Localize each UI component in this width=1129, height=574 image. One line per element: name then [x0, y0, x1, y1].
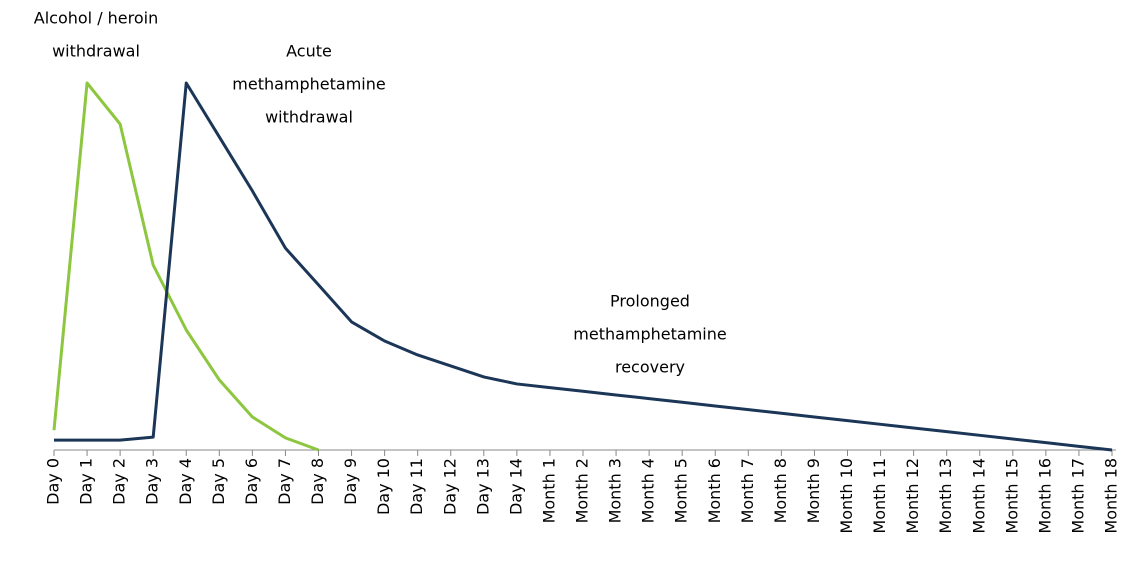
- x-tick-label: Month 5: [672, 458, 691, 523]
- annotation: Prolonged: [610, 292, 690, 311]
- x-tick-label: Month 10: [837, 458, 856, 534]
- x-tick-label: Month 12: [903, 458, 922, 534]
- x-tick-label: Day 10: [374, 458, 393, 515]
- x-tick-label: Month 15: [1002, 458, 1021, 534]
- x-tick-label: Day 5: [209, 458, 228, 505]
- x-tick-label: Day 1: [77, 458, 96, 505]
- x-tick-label: Month 6: [705, 458, 724, 523]
- annotation: recovery: [615, 358, 685, 377]
- x-tick-label: Month 4: [639, 458, 658, 523]
- x-tick-label: Month 2: [573, 458, 592, 523]
- x-tick-label: Day 11: [407, 458, 426, 515]
- x-tick-label: Month 11: [870, 458, 889, 534]
- x-tick-label: Day 4: [176, 458, 195, 505]
- x-tick-label: Day 13: [473, 458, 492, 515]
- series-line: [52, 81, 320, 452]
- x-tick-label: Day 14: [506, 458, 525, 515]
- x-tick-label: Month 16: [1035, 458, 1054, 534]
- x-tick-label: Month 7: [738, 458, 757, 523]
- x-tick-label: Day 8: [308, 458, 327, 505]
- x-tick-label: Day 12: [440, 458, 459, 515]
- x-tick-label: Day 7: [275, 458, 294, 505]
- x-tick-label: Day 0: [44, 458, 63, 505]
- x-tick-label: Month 3: [606, 458, 625, 523]
- x-tick-label: Month 9: [804, 458, 823, 523]
- x-tick-label: Day 2: [110, 458, 129, 505]
- x-tick-label: Day 9: [341, 458, 360, 505]
- annotation: methamphetamine: [573, 325, 726, 344]
- x-tick-label: Month 1: [539, 458, 558, 523]
- annotation: Alcohol / heroin: [34, 9, 159, 28]
- x-tick-label: Month 14: [969, 458, 988, 534]
- annotation: methamphetamine: [232, 75, 385, 94]
- annotation: Acute: [286, 42, 332, 61]
- series-line: [54, 81, 1113, 452]
- x-tick-label: Month 13: [936, 458, 955, 534]
- x-tick-label: Day 6: [242, 458, 261, 505]
- x-tick-label: Month 17: [1068, 458, 1087, 534]
- x-tick-label: Day 3: [143, 458, 162, 505]
- annotation: withdrawal: [265, 108, 353, 127]
- x-tick-label: Month 8: [771, 458, 790, 523]
- annotation: withdrawal: [52, 42, 140, 61]
- x-tick-label: Month 18: [1102, 458, 1121, 534]
